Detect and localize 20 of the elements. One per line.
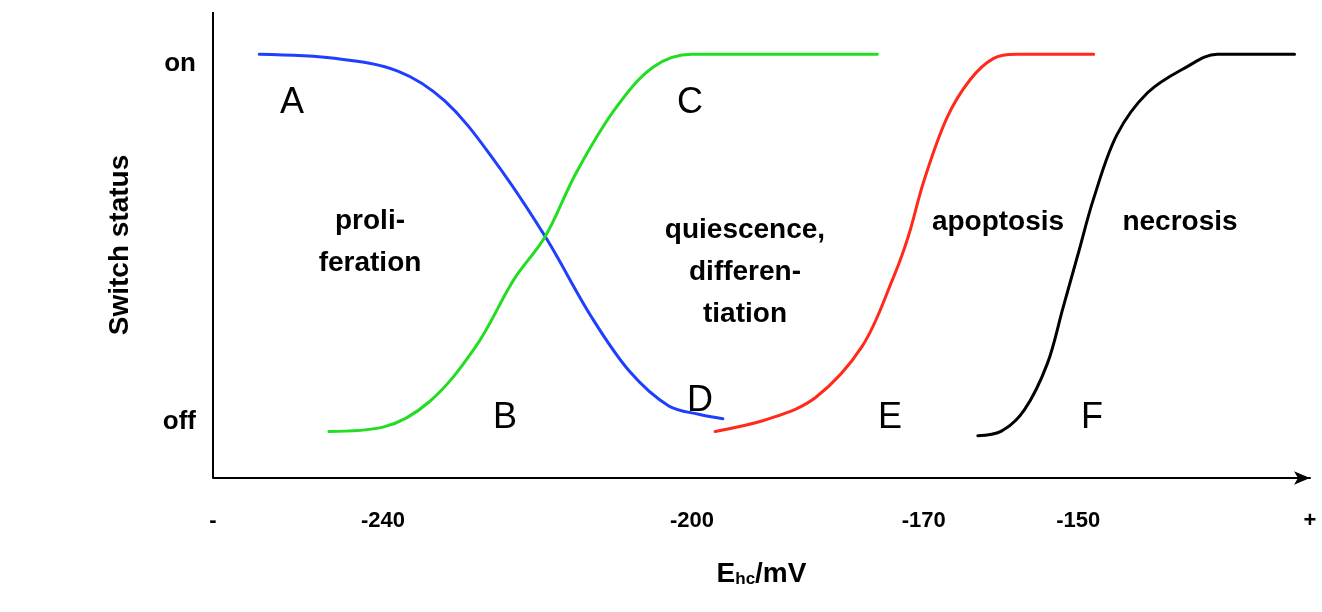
x-tick-label: -150: [1056, 506, 1101, 532]
annotation: apoptosis: [931, 204, 1065, 236]
x-tick-label: -: [209, 506, 217, 532]
annotation: proli- feration: [318, 203, 422, 277]
annotation: necrosis: [1122, 204, 1238, 236]
x-tick-label: -240: [360, 506, 405, 532]
annotation: D: [687, 377, 713, 419]
annotation: quiescence, differen- tiation: [664, 212, 826, 328]
annotation: B: [492, 394, 518, 436]
annotation: A: [279, 79, 305, 121]
x-tick-label: -170: [901, 506, 946, 532]
annotation: F: [1081, 394, 1103, 436]
x-axis-title: Ehc/mV: [716, 557, 807, 588]
annotation: C: [677, 79, 703, 121]
text: on: [164, 47, 196, 77]
annotation: E: [877, 394, 903, 436]
x-tick-label: -200: [669, 506, 714, 532]
x-tick-label: +: [1303, 506, 1317, 532]
y-axis-title: Switch status: [102, 154, 134, 336]
text: off: [162, 405, 197, 435]
